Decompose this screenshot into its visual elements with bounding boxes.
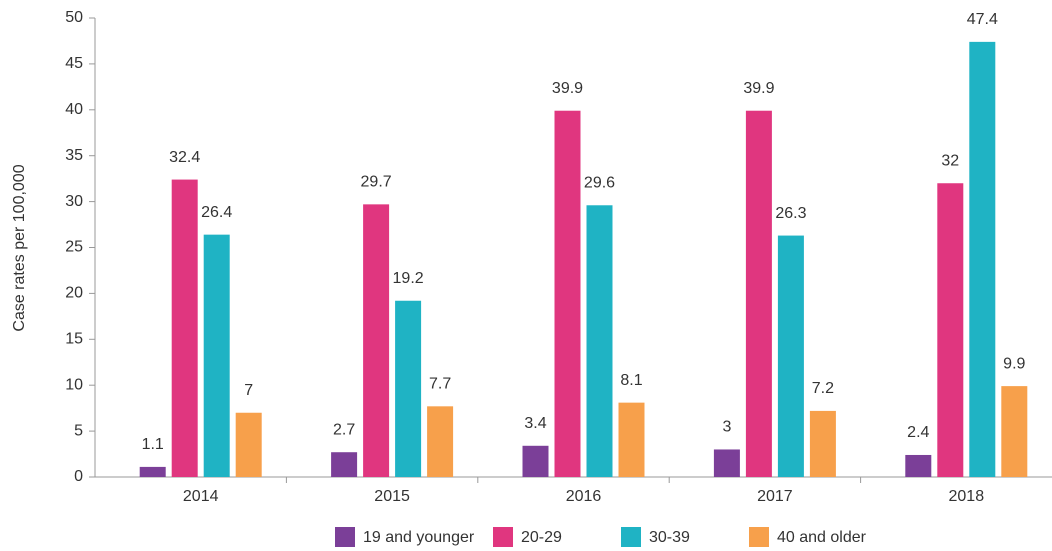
value-label: 7.7 <box>429 376 451 393</box>
bar <box>331 452 358 477</box>
legend-swatch <box>621 527 641 547</box>
value-label: 19.2 <box>393 270 424 287</box>
value-label: 2.7 <box>333 421 355 438</box>
y-tick-label: 35 <box>65 147 83 164</box>
y-tick-label: 45 <box>65 55 83 72</box>
bar <box>713 449 740 477</box>
legend-swatch <box>749 527 769 547</box>
bar <box>745 110 772 477</box>
x-tick-label: 2014 <box>183 488 219 505</box>
x-tick-label: 2017 <box>757 488 793 505</box>
y-tick-label: 15 <box>65 331 83 348</box>
bar <box>809 410 836 477</box>
value-label: 32 <box>941 152 959 169</box>
bar <box>554 110 581 477</box>
bar <box>139 466 166 477</box>
x-tick-label: 2018 <box>949 488 985 505</box>
bar <box>1001 386 1028 477</box>
x-tick-label: 2016 <box>566 488 602 505</box>
legend-label: 40 and older <box>777 529 867 546</box>
legend-label: 19 and younger <box>363 529 475 546</box>
bar <box>586 205 613 477</box>
x-tick-label: 2015 <box>374 488 410 505</box>
value-label: 29.7 <box>361 174 392 191</box>
value-label: 26.4 <box>201 204 232 221</box>
value-label: 2.4 <box>907 424 929 441</box>
value-label: 9.9 <box>1003 355 1025 372</box>
y-tick-label: 20 <box>65 285 83 302</box>
y-tick-label: 5 <box>74 422 83 439</box>
bar <box>777 235 804 477</box>
bar <box>171 179 198 477</box>
value-label: 7 <box>244 382 253 399</box>
value-label: 39.9 <box>552 80 583 97</box>
y-tick-label: 10 <box>65 376 83 393</box>
bar <box>905 454 932 477</box>
y-tick-label: 0 <box>74 468 83 485</box>
bar <box>427 406 454 477</box>
bar <box>203 234 230 477</box>
y-tick-label: 30 <box>65 193 83 210</box>
value-label: 26.3 <box>775 205 806 222</box>
legend-swatch <box>493 527 513 547</box>
value-label: 3.4 <box>524 415 546 432</box>
legend-swatch <box>335 527 355 547</box>
value-label: 3 <box>722 419 731 436</box>
bar <box>522 445 549 477</box>
bar <box>363 204 390 477</box>
value-label: 29.6 <box>584 174 615 191</box>
bar <box>937 183 964 478</box>
value-label: 39.9 <box>743 80 774 97</box>
legend-label: 30-39 <box>649 529 690 546</box>
value-label: 47.4 <box>967 11 998 28</box>
bar <box>235 412 262 477</box>
y-tick-label: 50 <box>65 9 83 26</box>
value-label: 7.2 <box>812 380 834 397</box>
bar <box>395 300 422 477</box>
y-axis-label: Case rates per 100,000 <box>11 164 28 331</box>
value-label: 8.1 <box>620 372 642 389</box>
y-tick-label: 40 <box>65 101 83 118</box>
value-label: 1.1 <box>142 436 164 453</box>
legend-label: 20-29 <box>521 529 562 546</box>
y-tick-label: 25 <box>65 239 83 256</box>
value-label: 32.4 <box>169 149 200 166</box>
bar <box>969 41 996 477</box>
bar <box>618 402 645 477</box>
